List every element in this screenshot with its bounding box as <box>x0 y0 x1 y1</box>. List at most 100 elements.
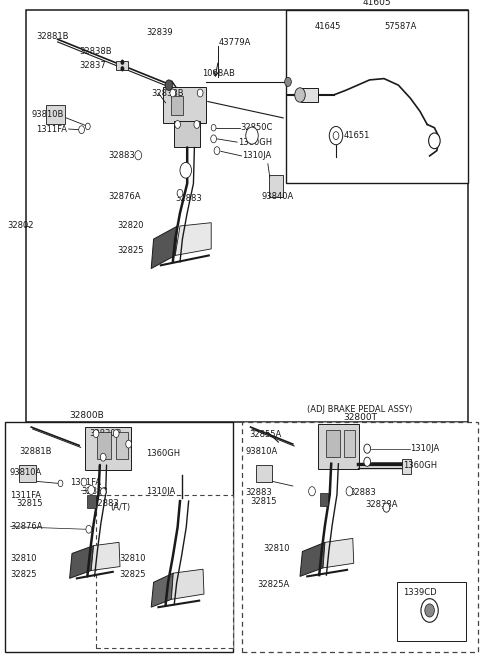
Polygon shape <box>300 542 325 576</box>
Text: 57587A: 57587A <box>384 22 416 31</box>
Circle shape <box>93 430 99 438</box>
Bar <box>402 459 411 474</box>
Text: 32825: 32825 <box>11 570 37 579</box>
Text: 32883: 32883 <box>92 498 119 508</box>
Circle shape <box>79 126 84 134</box>
Text: 1068AB: 1068AB <box>202 69 234 78</box>
Text: 1339CD: 1339CD <box>403 588 437 597</box>
Circle shape <box>85 123 90 130</box>
Text: 32825A: 32825A <box>257 580 289 589</box>
Circle shape <box>100 488 106 496</box>
Circle shape <box>170 89 176 97</box>
Bar <box>116 60 129 70</box>
Bar <box>318 424 359 469</box>
Circle shape <box>425 604 434 617</box>
Circle shape <box>177 189 183 197</box>
Text: 32881B: 32881B <box>36 31 69 41</box>
Circle shape <box>211 135 216 143</box>
Text: 32839: 32839 <box>146 28 173 37</box>
Text: 32815: 32815 <box>16 498 43 508</box>
Bar <box>46 105 65 124</box>
Text: 32883: 32883 <box>246 488 273 497</box>
Circle shape <box>135 151 142 160</box>
Bar <box>5 422 233 652</box>
Circle shape <box>346 487 353 496</box>
Text: (ADJ BRAKE PEDAL ASSY): (ADJ BRAKE PEDAL ASSY) <box>307 405 413 414</box>
Bar <box>85 427 131 470</box>
Circle shape <box>246 127 258 144</box>
Text: 1360GH: 1360GH <box>146 449 180 458</box>
Bar <box>397 582 466 641</box>
Circle shape <box>88 485 95 495</box>
Text: 1310JA: 1310JA <box>146 487 176 496</box>
Text: 32876A: 32876A <box>11 522 43 531</box>
Circle shape <box>295 88 305 102</box>
Text: 1360GH: 1360GH <box>403 460 437 470</box>
Circle shape <box>175 121 180 128</box>
Circle shape <box>309 487 315 496</box>
Text: 1311FA: 1311FA <box>11 491 42 500</box>
Text: 32800B: 32800B <box>69 411 104 420</box>
Text: A: A <box>250 132 254 139</box>
Text: 1311FA: 1311FA <box>36 124 67 134</box>
Bar <box>26 10 468 422</box>
Bar <box>87 495 96 508</box>
Text: 41605: 41605 <box>362 0 391 7</box>
Bar <box>286 10 468 183</box>
Bar <box>116 432 128 458</box>
Circle shape <box>364 444 371 453</box>
Bar <box>256 465 272 482</box>
Bar <box>96 495 233 648</box>
Polygon shape <box>151 226 178 269</box>
Circle shape <box>364 457 371 466</box>
Text: A: A <box>183 167 188 174</box>
Text: 1310JA: 1310JA <box>410 444 440 453</box>
Circle shape <box>329 126 343 145</box>
Text: 32855A: 32855A <box>250 430 282 439</box>
Circle shape <box>429 133 440 149</box>
Text: 32830B: 32830B <box>89 429 121 438</box>
Text: 32810: 32810 <box>119 553 145 563</box>
Text: 32810: 32810 <box>11 553 37 563</box>
Circle shape <box>100 453 106 461</box>
Circle shape <box>383 503 390 512</box>
Circle shape <box>214 147 220 155</box>
Circle shape <box>333 132 339 140</box>
Text: 1311FA: 1311FA <box>70 477 101 487</box>
Text: 1360GH: 1360GH <box>238 138 272 147</box>
Text: (A/T): (A/T) <box>110 503 131 512</box>
Circle shape <box>180 162 192 178</box>
Circle shape <box>211 124 216 131</box>
Text: 32815: 32815 <box>251 496 277 506</box>
Text: 32825: 32825 <box>118 246 144 255</box>
Bar <box>344 430 355 457</box>
Bar <box>163 86 206 123</box>
Polygon shape <box>91 542 120 571</box>
Polygon shape <box>171 569 204 599</box>
Polygon shape <box>175 223 211 255</box>
Text: 32876A: 32876A <box>108 192 141 201</box>
Circle shape <box>120 66 124 71</box>
Text: 32820: 32820 <box>118 221 144 231</box>
Text: 43779A: 43779A <box>218 38 251 47</box>
Bar <box>171 96 183 115</box>
Text: 32825: 32825 <box>119 570 145 579</box>
Bar <box>301 88 318 102</box>
Bar <box>97 432 111 458</box>
Text: 93810A: 93810A <box>10 468 42 477</box>
Circle shape <box>86 525 92 533</box>
Text: 32837: 32837 <box>79 61 106 70</box>
Circle shape <box>113 430 119 438</box>
Text: 93810A: 93810A <box>246 447 278 457</box>
Circle shape <box>58 480 63 487</box>
Text: 41645: 41645 <box>314 22 341 31</box>
Circle shape <box>285 77 291 86</box>
Text: 32838B: 32838B <box>151 88 184 98</box>
Text: 1310JA: 1310JA <box>242 151 272 160</box>
Circle shape <box>81 478 87 486</box>
Circle shape <box>421 599 438 622</box>
Text: 32883: 32883 <box>108 151 135 160</box>
Circle shape <box>120 60 124 65</box>
Bar <box>320 493 328 506</box>
Text: 93810B: 93810B <box>31 110 63 119</box>
